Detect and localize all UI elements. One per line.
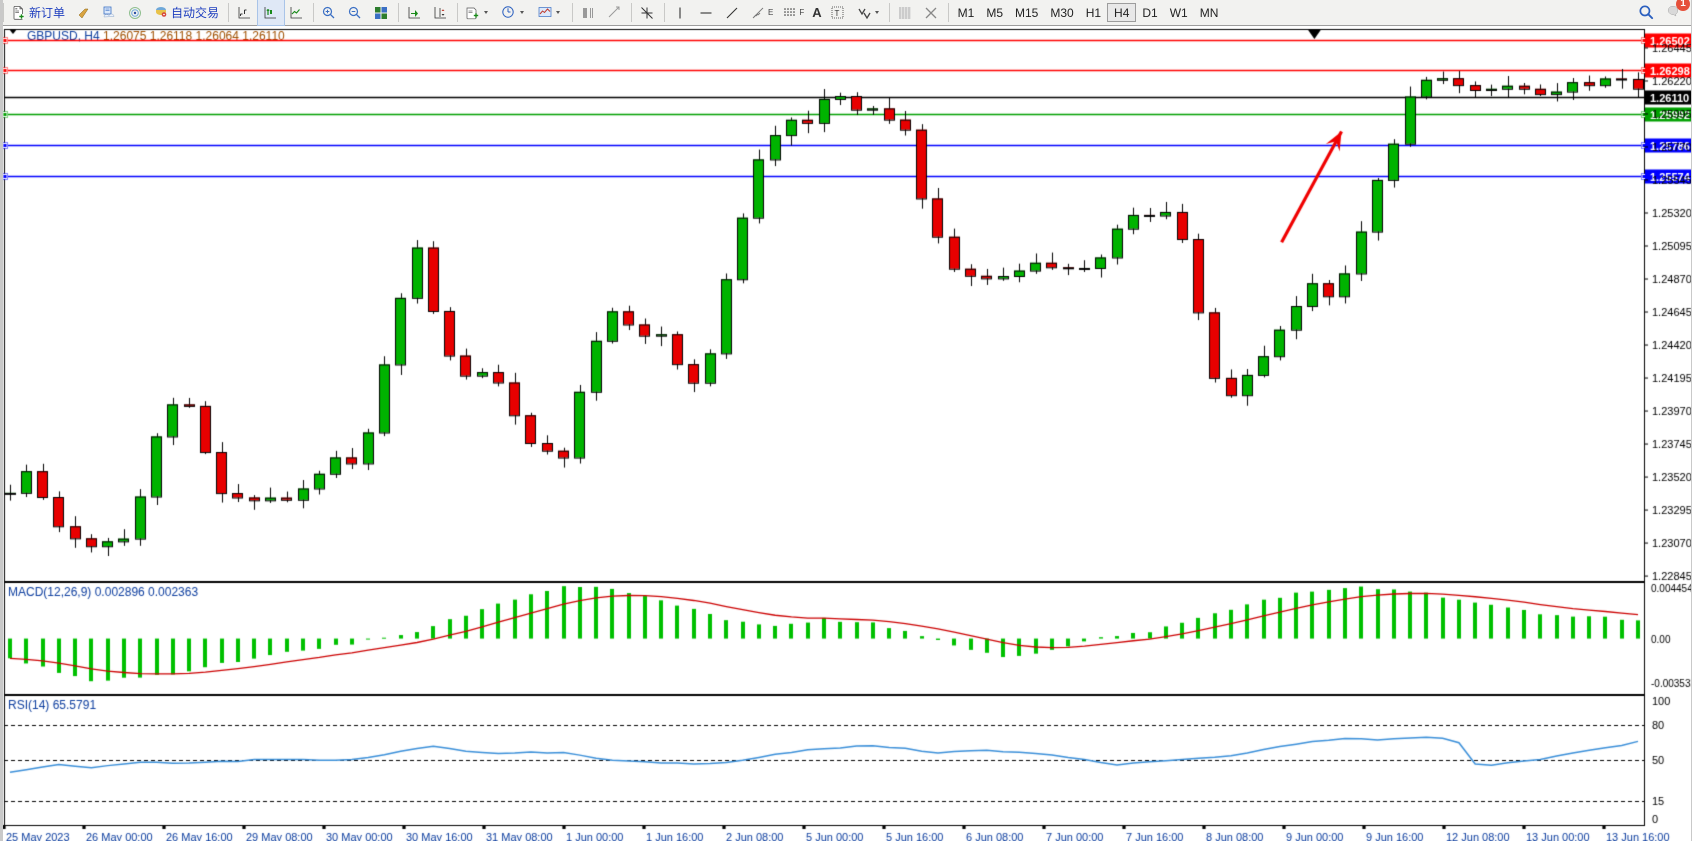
svg-text:T: T [834, 9, 839, 18]
